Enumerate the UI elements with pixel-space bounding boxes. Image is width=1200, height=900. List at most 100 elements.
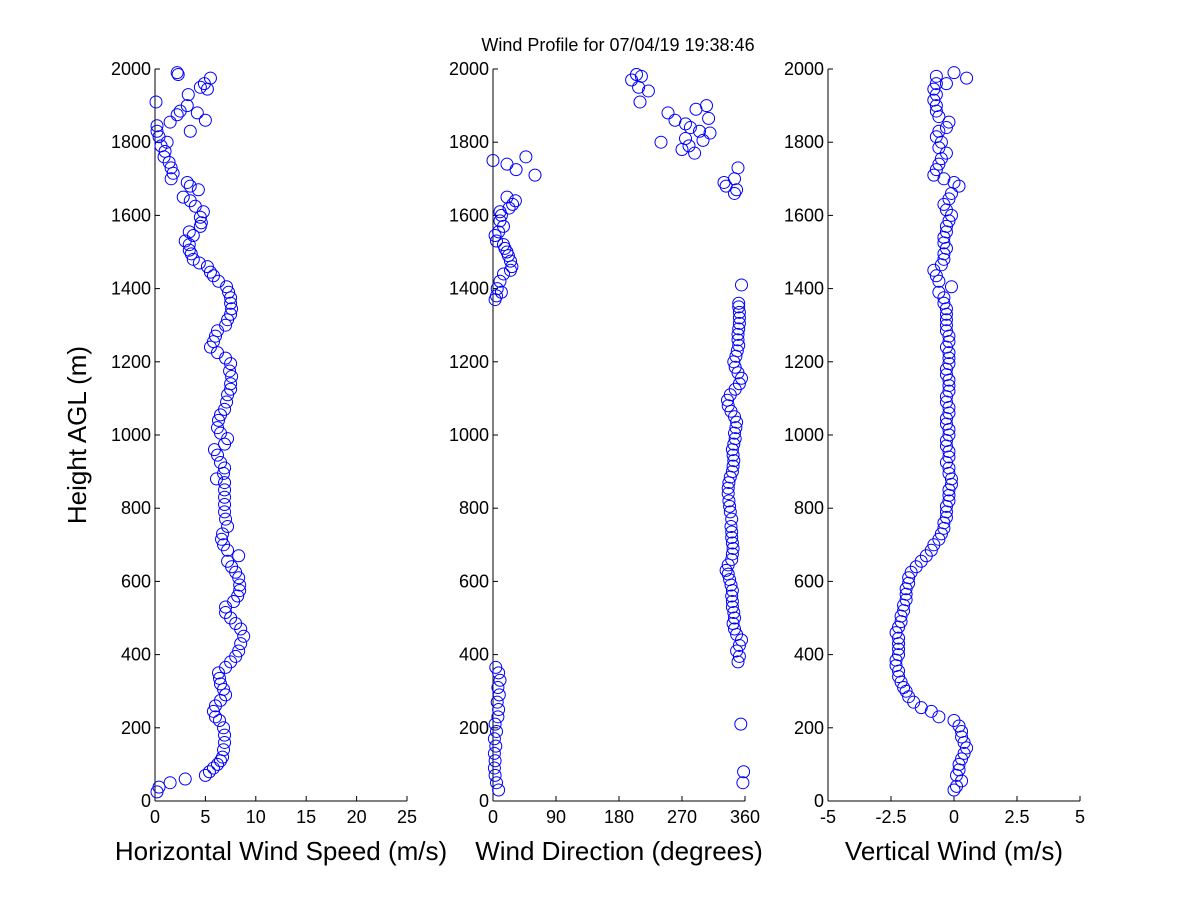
data-point-direction bbox=[723, 499, 737, 513]
data-point-direction bbox=[727, 606, 741, 620]
data-point-speed bbox=[225, 369, 239, 383]
data-point-direction bbox=[625, 73, 639, 87]
data-point-direction bbox=[500, 190, 514, 204]
data-point-direction bbox=[722, 494, 736, 508]
data-point-speed bbox=[218, 476, 232, 490]
data-point-direction bbox=[728, 432, 742, 446]
data-point-direction bbox=[493, 274, 507, 288]
data-point-direction bbox=[728, 426, 741, 440]
data-point-vertical bbox=[892, 642, 906, 656]
data-point-vertical bbox=[939, 77, 953, 91]
data-point-direction bbox=[727, 454, 741, 468]
data-point-speed bbox=[170, 66, 184, 80]
y-tick-label-vertical: 1600 bbox=[784, 205, 824, 225]
data-point-speed bbox=[206, 704, 220, 718]
data-point-direction bbox=[725, 525, 739, 539]
y-tick-label-speed: 200 bbox=[121, 718, 151, 738]
data-point-direction bbox=[488, 768, 502, 782]
y-tick-label-vertical: 1400 bbox=[784, 279, 824, 299]
data-point-vertical bbox=[929, 88, 943, 102]
data-point-direction bbox=[703, 126, 717, 140]
data-point-direction bbox=[726, 616, 740, 630]
data-point-direction bbox=[491, 710, 505, 724]
data-point-direction bbox=[723, 573, 737, 587]
data-point-speed bbox=[224, 382, 238, 396]
data-point-speed bbox=[219, 512, 233, 526]
data-point-direction bbox=[488, 229, 502, 243]
data-point-vertical bbox=[939, 324, 953, 338]
data-point-speed bbox=[186, 252, 200, 266]
data-point-speed bbox=[219, 688, 233, 702]
x-tick-label-vertical: -5 bbox=[820, 807, 836, 827]
data-point-speed bbox=[224, 296, 238, 310]
y-tick-label-direction: 1400 bbox=[449, 279, 489, 299]
data-point-speed bbox=[152, 130, 166, 144]
data-point-direction bbox=[736, 776, 750, 790]
data-point-direction bbox=[728, 360, 742, 374]
data-point-speed bbox=[223, 364, 237, 378]
data-point-direction bbox=[487, 732, 501, 746]
data-point-speed bbox=[210, 757, 224, 771]
data-point-vertical bbox=[937, 172, 951, 186]
data-point-speed bbox=[218, 505, 232, 519]
data-point-direction bbox=[702, 111, 716, 125]
data-point-direction bbox=[728, 622, 741, 636]
panel-direction: 0 200 400 600 800 1000 1200 1400 1600 1800 2000 0 90… bbox=[449, 59, 763, 866]
data-point-speed bbox=[180, 99, 194, 113]
data-point-speed bbox=[218, 483, 232, 497]
data-point-direction bbox=[731, 161, 745, 175]
data-point-speed bbox=[219, 318, 233, 332]
data-point-direction bbox=[661, 106, 675, 120]
data-point-direction bbox=[724, 520, 738, 533]
data-point-direction bbox=[490, 776, 503, 790]
data-point-speed bbox=[152, 780, 166, 794]
y-tick-label-vertical: 800 bbox=[794, 498, 824, 518]
data-point-speed bbox=[203, 71, 217, 85]
data-point-direction bbox=[725, 512, 739, 526]
data-point-direction bbox=[497, 238, 510, 252]
data-point-vertical bbox=[947, 713, 961, 727]
data-point-speed bbox=[206, 269, 220, 283]
x-tick-label-speed: 25 bbox=[397, 807, 417, 827]
data-point-speed bbox=[213, 713, 227, 727]
data-point-speed bbox=[190, 106, 204, 120]
data-point-speed bbox=[184, 247, 198, 261]
data-point-vertical bbox=[942, 357, 956, 371]
data-point-direction bbox=[728, 186, 741, 200]
data-point-direction bbox=[700, 99, 713, 113]
data-point-direction bbox=[492, 688, 506, 702]
y-tick-label-direction: 400 bbox=[459, 645, 489, 665]
data-point-direction bbox=[730, 415, 744, 429]
y-tick-label-direction: 1600 bbox=[449, 205, 489, 225]
data-point-direction bbox=[725, 595, 739, 609]
data-point-vertical bbox=[947, 66, 961, 80]
data-point-direction bbox=[729, 421, 743, 435]
data-point-direction bbox=[732, 377, 746, 391]
data-point-speed bbox=[198, 768, 212, 782]
data-point-vertical bbox=[960, 741, 974, 755]
data-point-direction bbox=[528, 168, 542, 182]
data-point-speed bbox=[163, 115, 177, 129]
y-tick-label-speed: 1400 bbox=[111, 279, 151, 299]
data-point-direction bbox=[731, 333, 745, 347]
data-point-vertical bbox=[899, 593, 913, 607]
data-point-direction bbox=[675, 143, 689, 157]
data-point-speed bbox=[221, 554, 235, 568]
data-point-direction bbox=[490, 289, 503, 303]
y-tick-label-vertical: 200 bbox=[794, 718, 824, 738]
data-point-vertical bbox=[902, 571, 916, 585]
y-tick-label-direction: 0 bbox=[479, 791, 489, 811]
data-point-direction bbox=[493, 205, 507, 219]
data-point-vertical bbox=[942, 192, 956, 206]
data-point-direction bbox=[728, 611, 741, 625]
data-point-vertical bbox=[955, 724, 969, 738]
data-point-vertical bbox=[897, 681, 911, 695]
x-tick-label-direction: 270 bbox=[667, 807, 697, 827]
data-point-speed bbox=[180, 175, 194, 189]
x-axis-label-speed: Horizontal Wind Speed (m/s) bbox=[115, 836, 447, 866]
data-point-vertical bbox=[929, 99, 943, 113]
data-point-speed bbox=[183, 194, 197, 208]
data-point-vertical bbox=[942, 346, 956, 360]
